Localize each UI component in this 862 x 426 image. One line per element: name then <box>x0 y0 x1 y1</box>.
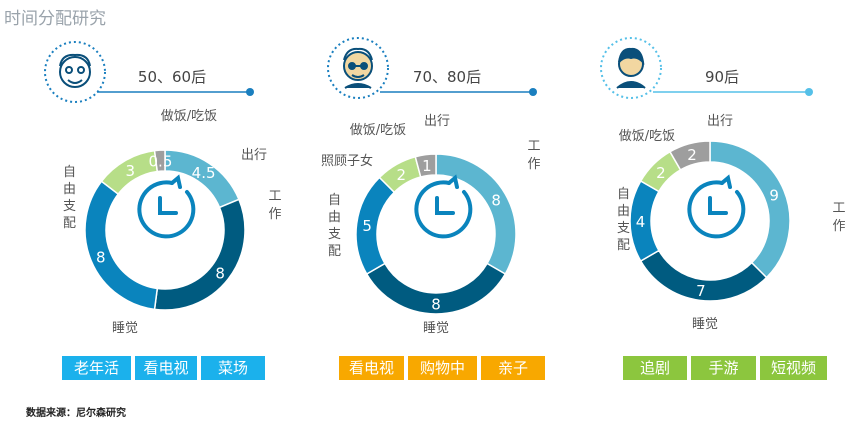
segment-label-支: 支 <box>617 221 630 236</box>
donut-segment-工作 <box>709 140 791 279</box>
donut-chart-1: 50、60后 4.5 8 8 3 0.5 做饭/吃饭 出行 工 作 睡觉 自 由 支 配 <box>44 41 282 336</box>
clock-icon <box>687 174 746 239</box>
generation-label: 70、80后 <box>413 68 481 86</box>
donut-chart-3: 90后 9 7 4 2 2 做饭/吃饭 出行 工 作 睡觉 自 由 支 配 <box>600 37 846 332</box>
segment-label-自由: 自 <box>63 165 76 180</box>
donut-segments: 4.5 8 8 3 0.5 <box>84 149 246 311</box>
tag-group-1: 老年活动 看电视 菜场 <box>62 356 265 401</box>
generation-line-dot <box>246 88 254 96</box>
donut-segments: 9 7 4 2 2 <box>629 140 791 302</box>
segment-value-出行: 1 <box>422 157 432 175</box>
tag-手游: 手游 <box>691 356 756 380</box>
donut-segment-自由支配 <box>84 180 159 311</box>
segment-value-睡觉: 7 <box>696 282 706 300</box>
donut-segment-出行 <box>153 149 166 173</box>
tag-看电视: 看电视 <box>339 356 404 380</box>
tag-group-3: 追剧 手游 短视频 <box>623 356 827 380</box>
tag-看电视: 看电视 <box>135 356 197 380</box>
segment-label-工: 工 <box>832 201 845 216</box>
donut-segment-睡觉 <box>153 198 246 311</box>
segment-value-出行: 0.5 <box>149 153 173 171</box>
young-avatar-icon <box>616 47 646 89</box>
tag-group-2: 看电视 购物中心 亲子 <box>339 356 545 401</box>
segment-label-作: 作 <box>832 219 845 234</box>
chart-panel-3: 90后 9 7 4 2 2 做饭/吃饭 出行 工 作 睡觉 自 由 支 配 追剧 手游 … <box>575 0 862 400</box>
clock-icon <box>414 174 473 239</box>
donut-segments: 8 8 5 2 1 <box>355 153 517 315</box>
segment-label-睡觉: 睡觉 <box>423 321 449 336</box>
segment-label-出行: 出行 <box>707 114 733 129</box>
generation-line-dot <box>529 88 537 96</box>
avatar-ring <box>44 41 106 103</box>
tag-亲子: 亲子 <box>481 356 545 380</box>
donut-segment-出行 <box>668 140 711 171</box>
segment-value-做饭/吃饭: 3 <box>125 162 135 180</box>
avatar-ring <box>600 37 662 99</box>
segment-label-配: 配 <box>328 244 341 259</box>
segment-value-睡觉: 8 <box>215 264 225 282</box>
segment-value-照顾子女: 2 <box>396 166 406 184</box>
segment-value-自由支配: 4 <box>636 213 646 231</box>
segment-label-由: 由 <box>63 182 76 197</box>
data-source: 数据来源：尼尔森研究 <box>26 408 126 419</box>
segment-label-做饭吃饭: 做饭/吃饭 <box>350 122 406 138</box>
avatar-ring <box>327 37 389 99</box>
segment-label-工: 工 <box>527 139 540 154</box>
segment-label-由: 由 <box>328 210 341 225</box>
segment-value-睡觉: 8 <box>431 296 441 314</box>
generation-label: 50、60后 <box>138 68 206 86</box>
segment-value-自由支配: 5 <box>362 217 372 235</box>
segment-value-工作: 4.5 <box>192 164 216 182</box>
tag-追剧: 追剧 <box>623 356 687 380</box>
segment-label-睡觉: 睡觉 <box>112 321 138 336</box>
segment-label-由: 由 <box>617 204 630 219</box>
tag-菜场: 菜场 <box>201 356 265 380</box>
segment-label-配: 配 <box>617 238 630 253</box>
tag-短视频: 短视频 <box>760 356 827 380</box>
segment-value-工作: 8 <box>491 191 501 209</box>
segment-value-做饭/吃饭: 2 <box>656 164 666 182</box>
segment-label-出行: 出行 <box>424 114 450 129</box>
segment-label-配: 配 <box>63 216 76 231</box>
segment-label-出行: 出行 <box>241 148 267 163</box>
clock-icon <box>137 174 196 239</box>
adult-avatar-icon <box>343 47 373 89</box>
segment-label-自: 自 <box>328 193 341 208</box>
segment-label-做饭吃饭: 做饭/吃饭 <box>161 108 217 124</box>
page-title: 时间分配研究 <box>4 9 106 29</box>
tag-购物中心: 购物中心 <box>408 356 477 401</box>
segment-value-出行: 2 <box>687 146 697 164</box>
donut-segment-出行 <box>414 153 437 178</box>
segment-label-睡觉: 睡觉 <box>692 317 718 332</box>
generation-label: 90后 <box>705 68 739 86</box>
segment-label-作: 作 <box>527 157 540 172</box>
generation-line-dot <box>805 88 813 96</box>
elderly-avatar-icon <box>59 53 91 88</box>
segment-value-工作: 9 <box>769 186 779 204</box>
segment-value-自由支配: 8 <box>96 249 106 267</box>
segment-label-自: 自 <box>617 187 630 202</box>
segment-label-支: 支 <box>63 199 76 214</box>
segment-label-支: 支 <box>328 227 341 242</box>
segment-label-工作-1: 工 <box>268 189 281 204</box>
segment-label-照顾子女: 照顾子女 <box>321 153 373 169</box>
segment-label-做饭吃饭: 做饭/吃饭 <box>619 128 675 144</box>
tag-老年活动: 老年活动 <box>62 356 131 401</box>
chart-panel-1: 50、60后 4.5 8 8 3 0.5 做饭/吃饭 出行 工 作 睡觉 自 由 支 配… <box>0 0 287 401</box>
segment-label-工作-2: 作 <box>268 207 281 222</box>
